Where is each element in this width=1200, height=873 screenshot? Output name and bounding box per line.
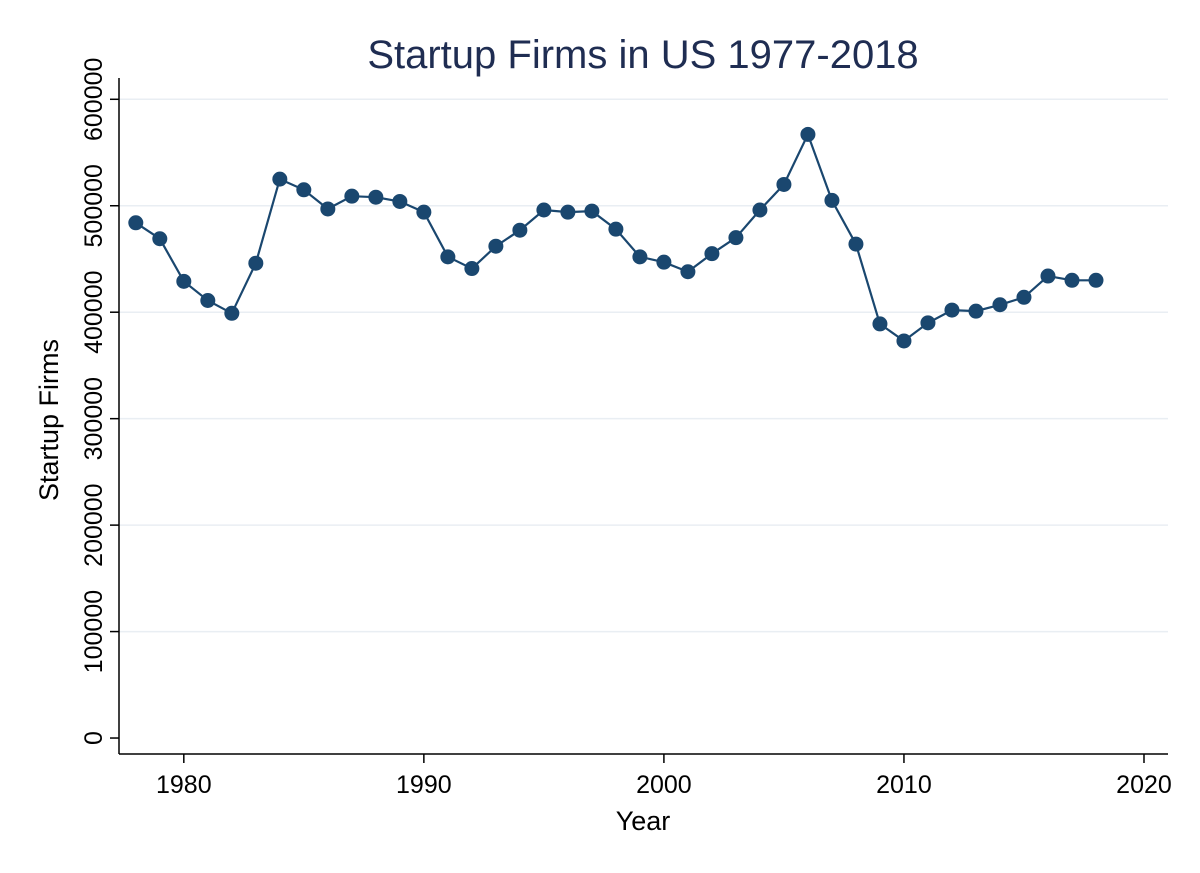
x-tick-label-1990: 1990 — [396, 771, 452, 799]
data-point-2008 — [848, 236, 864, 252]
x-axis-title: Year — [616, 806, 671, 836]
data-point-1984 — [272, 171, 288, 187]
data-point-2009 — [872, 316, 888, 332]
y-axis-title: Startup Firms — [34, 339, 64, 501]
y-tick-label-500000: 500000 — [80, 164, 108, 247]
data-point-2011 — [920, 315, 936, 331]
y-tick-label-400000: 400000 — [80, 270, 108, 353]
data-point-1986 — [320, 201, 336, 217]
data-point-2015 — [1016, 289, 1032, 305]
x-tick-label-1980: 1980 — [156, 771, 212, 799]
x-axis-ticks: 1980 1990 2000 2010 2020 — [156, 754, 1172, 799]
data-point-2003 — [728, 230, 744, 246]
x-tick-label-2020: 2020 — [1116, 771, 1172, 799]
data-point-1987 — [344, 188, 360, 204]
x-tick-label-2010: 2010 — [876, 771, 932, 799]
chart-title: Startup Firms in US 1977-2018 — [367, 33, 918, 77]
y-tick-label-0: 0 — [80, 731, 108, 745]
gridlines — [119, 98, 1168, 633]
data-point-1980 — [176, 273, 192, 289]
data-point-1995 — [536, 202, 552, 218]
data-point-1990 — [416, 204, 432, 220]
y-tick-label-600000: 600000 — [80, 58, 108, 141]
data-point-1979 — [152, 231, 168, 247]
data-point-1988 — [368, 189, 384, 205]
data-point-1999 — [632, 249, 648, 265]
y-tick-label-100000: 100000 — [80, 590, 108, 673]
data-point-2014 — [992, 297, 1008, 313]
y-tick-label-300000: 300000 — [80, 377, 108, 460]
data-point-2018 — [1088, 272, 1104, 288]
data-point-1998 — [608, 221, 624, 237]
data-point-2002 — [704, 246, 720, 262]
data-point-1996 — [560, 204, 576, 220]
data-point-1994 — [512, 222, 528, 238]
data-point-2012 — [944, 302, 960, 318]
data-point-1981 — [200, 292, 216, 308]
data-point-2000 — [656, 254, 672, 270]
data-point-2001 — [680, 264, 696, 280]
data-point-2017 — [1064, 272, 1080, 288]
data-point-1989 — [392, 193, 408, 209]
y-axis-ticks: 0 100000 200000 300000 400000 500000 600000 — [80, 58, 119, 745]
y-tick-label-200000: 200000 — [80, 483, 108, 566]
data-point-2013 — [968, 303, 984, 319]
data-point-1993 — [488, 238, 504, 254]
data-point-2005 — [776, 176, 792, 192]
data-point-1992 — [464, 261, 480, 277]
data-point-1983 — [248, 255, 264, 271]
series-startup-firms — [128, 126, 1104, 349]
data-point-1985 — [296, 182, 312, 198]
data-point-2006 — [800, 126, 816, 142]
data-point-2016 — [1040, 268, 1056, 284]
x-tick-label-2000: 2000 — [636, 771, 692, 799]
data-point-2007 — [824, 192, 840, 208]
data-point-2004 — [752, 202, 768, 218]
data-point-2010 — [896, 333, 912, 349]
data-point-1978 — [128, 215, 144, 231]
data-point-1982 — [224, 305, 240, 321]
data-point-1991 — [440, 249, 456, 265]
data-point-1997 — [584, 203, 600, 219]
